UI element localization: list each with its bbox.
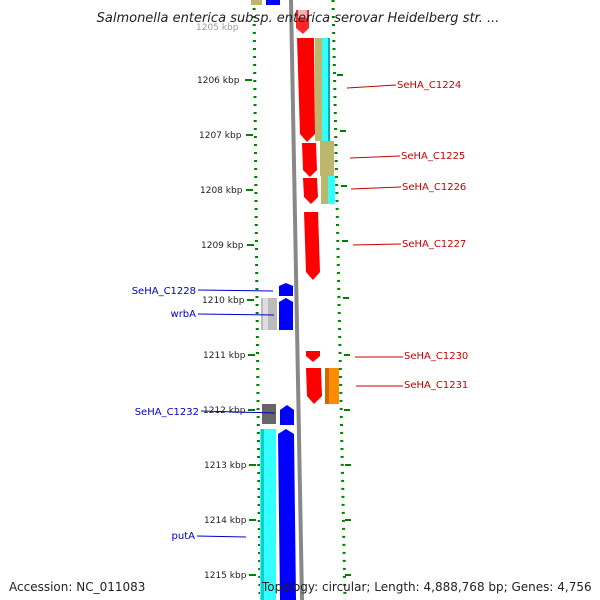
tick-label: 1215 kbp	[204, 571, 247, 581]
tick-label: 1208 kbp	[200, 186, 243, 196]
tick-label: 1206 kbp	[197, 76, 240, 86]
khaki-feature-C1224[interactable]	[315, 38, 322, 141]
tick-label: 1209 kbp	[201, 241, 244, 251]
tick-label: 1214 kbp	[204, 516, 247, 526]
leader-line-SeHA_C1232	[200, 410, 276, 414]
top-cap-khaki[interactable]	[251, 0, 262, 5]
gene-SeHA_C1227-arrow[interactable]	[304, 212, 320, 280]
leader-line-SeHA_C1224	[346, 84, 397, 89]
accession-text: Accession: NC_011083	[9, 580, 146, 594]
leader-line-SeHA_C1227	[352, 243, 402, 246]
tick-label: 1211 kbp	[203, 351, 246, 361]
gene-SeHA_C1228-arrow[interactable]	[279, 283, 293, 296]
khaki-feature-C1225[interactable]	[320, 141, 334, 176]
label-SeHA_C1227[interactable]: SeHA_C1227	[402, 239, 466, 250]
outer-dotted-ruler	[331, 0, 347, 600]
gene-SeHA_C1224-arrow[interactable]	[297, 38, 315, 142]
cyan-feature-C1224[interactable]	[322, 38, 330, 141]
label-SeHA_C1226[interactable]: SeHA_C1226	[402, 182, 466, 193]
leader-line-SeHA_C1225	[349, 155, 401, 159]
cyan-feature-putA-edge[interactable]	[261, 429, 264, 600]
label-SeHA_C1224[interactable]: SeHA_C1224	[397, 80, 461, 91]
khaki-feature-C1226[interactable]	[321, 176, 328, 204]
tick-label: 1207 kbp	[199, 131, 242, 141]
reverse-gene-labels: SeHA_C1228 wrbA SeHA_C1232 putA	[132, 286, 276, 542]
topology-text: Topology: circular; Length: 4,888,768 bp…	[262, 580, 592, 594]
label-SeHA_C1232[interactable]: SeHA_C1232	[135, 407, 199, 418]
label-SeHA_C1231[interactable]: SeHA_C1231	[404, 380, 468, 391]
reverse-strand-features	[251, 0, 296, 600]
leader-line-wrbA	[197, 313, 275, 316]
gene-SeHA_C1226-arrow[interactable]	[303, 178, 318, 204]
top-cap-pink[interactable]	[298, 10, 307, 18]
gene-SeHA_C1230-arrow[interactable]	[306, 351, 320, 362]
gene-SeHA_C1231-arrow[interactable]	[306, 368, 322, 404]
gene-SeHA_C1232-arrow[interactable]	[280, 405, 294, 425]
forward-strand-features	[296, 10, 339, 404]
orange-feature-C1231-edge[interactable]	[325, 368, 329, 404]
gene-SeHA_C1225-arrow[interactable]	[302, 143, 317, 177]
top-cap-blue[interactable]	[266, 0, 280, 5]
dark-gray-feature[interactable]	[262, 404, 276, 424]
leader-line-SeHA_C1228	[197, 289, 274, 292]
label-putA[interactable]: putA	[172, 531, 196, 542]
tick-label: 1213 kbp	[204, 461, 247, 471]
gene-putA-arrow[interactable]	[278, 429, 296, 600]
inner-dotted-ruler	[252, 0, 262, 600]
label-SeHA_C1230[interactable]: SeHA_C1230	[404, 351, 468, 362]
label-SeHA_C1225[interactable]: SeHA_C1225	[401, 151, 465, 162]
leader-line-putA	[196, 535, 247, 538]
map-title: Salmonella enterica subsp. enterica sero…	[97, 11, 500, 26]
cyan-feature-C1226[interactable]	[328, 176, 335, 204]
genome-backbone	[289, 0, 304, 600]
ruler-ticks: 1205 kbp 1206 kbp 1207 kbp 1208 kbp 1209…	[196, 23, 351, 581]
label-wrbA[interactable]: wrbA	[171, 309, 197, 320]
forward-gene-labels: SeHA_C1224 SeHA_C1225 SeHA_C1226 SeHA_C1…	[346, 80, 468, 391]
gray-feature-wrbA-shade[interactable]	[263, 298, 268, 330]
tick-label: 1210 kbp	[202, 296, 245, 306]
gene-wrbA-arrow[interactable]	[279, 298, 293, 330]
tick-label-clipped: 1205 kbp	[196, 23, 239, 33]
leader-line-SeHA_C1226	[350, 186, 402, 190]
label-SeHA_C1228[interactable]: SeHA_C1228	[132, 286, 196, 297]
tick-label: 1212 kbp	[203, 406, 246, 416]
cyan-feature-C1224-edge[interactable]	[328, 38, 330, 141]
